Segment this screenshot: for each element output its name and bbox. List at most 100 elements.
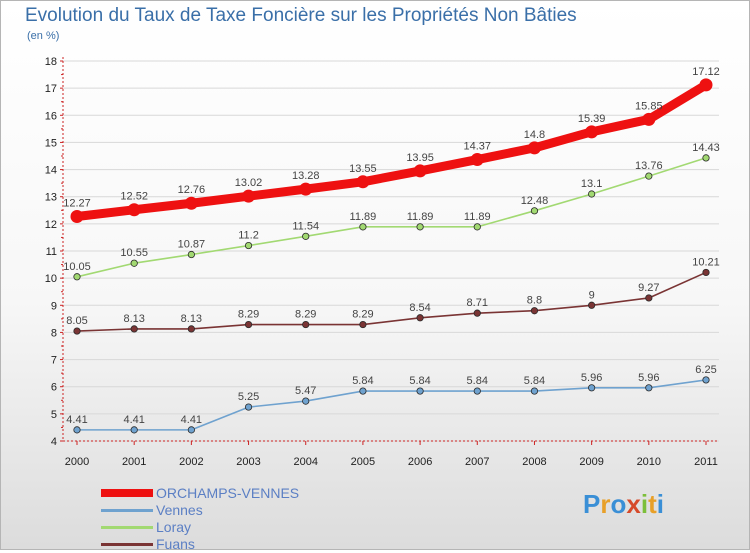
data-label: 5.25 — [238, 391, 259, 403]
brand-letter: r — [600, 489, 611, 519]
data-label: 12.52 — [120, 191, 148, 203]
data-label: 10.21 — [692, 256, 720, 268]
chart-title: Evolution du Taux de Taxe Foncière sur l… — [25, 5, 577, 26]
data-label: 5.84 — [409, 375, 430, 387]
x-tick-label: 2006 — [408, 456, 432, 468]
x-tick-label: 2008 — [522, 456, 546, 468]
data-label: 13.55 — [349, 163, 377, 175]
data-label: 8.8 — [527, 295, 542, 307]
data-label: 6.25 — [695, 364, 716, 376]
data-point — [585, 125, 599, 139]
data-point — [416, 314, 424, 322]
data-label: 5.96 — [638, 372, 659, 384]
data-label: 15.39 — [578, 113, 606, 125]
brand-letter: P — [583, 489, 601, 519]
data-label: 13.1 — [581, 178, 602, 190]
data-point — [702, 268, 710, 277]
data-label: 8.13 — [123, 313, 144, 325]
y-tick-label: 6 — [51, 382, 57, 394]
data-label: 4.41 — [181, 414, 202, 426]
data-point — [645, 384, 653, 392]
x-tick-label: 2010 — [637, 456, 661, 468]
brand-letter: x — [626, 489, 641, 519]
data-label: 5.84 — [524, 375, 545, 387]
series-line-fuans — [76, 271, 707, 332]
data-point — [130, 259, 138, 267]
legend-swatch-orchamps — [101, 489, 153, 497]
data-point — [530, 307, 539, 315]
y-tick-label: 7 — [51, 355, 57, 367]
data-point — [473, 223, 481, 231]
data-point — [359, 387, 367, 395]
data-point — [356, 175, 370, 189]
brand-letter: i — [640, 489, 649, 519]
data-point — [127, 203, 141, 217]
x-tick-label: 2005 — [351, 456, 375, 468]
data-point — [530, 387, 539, 395]
data-label: 10.55 — [120, 247, 148, 259]
data-point — [242, 189, 256, 203]
y-tick-label: 15 — [45, 137, 57, 149]
data-label: 10.87 — [178, 239, 206, 251]
series-line-vennes — [76, 379, 707, 431]
data-label: 11.54 — [292, 220, 319, 232]
data-point — [299, 182, 313, 196]
data-label: 13.02 — [235, 177, 263, 189]
y-tick-label: 5 — [51, 409, 57, 421]
data-label: 11.2 — [238, 230, 259, 242]
data-point — [642, 112, 656, 126]
brand-letter: o — [610, 489, 627, 519]
data-label: 11.89 — [464, 211, 491, 223]
legend-label-loray: Loray — [156, 519, 192, 535]
data-point — [473, 387, 481, 395]
data-label: 8.29 — [295, 309, 316, 321]
data-point — [588, 384, 596, 392]
data-label: 13.76 — [635, 160, 663, 172]
x-tick-label: 2001 — [122, 456, 146, 468]
data-label: 14.37 — [464, 141, 492, 153]
y-tick-label: 9 — [51, 300, 57, 312]
y-tick-label: 18 — [45, 56, 57, 68]
y-tick-label: 17 — [45, 83, 57, 95]
data-point — [302, 320, 310, 329]
data-point — [702, 376, 710, 384]
data-point — [73, 273, 81, 281]
data-label: 8.54 — [409, 302, 430, 314]
data-point — [73, 426, 81, 434]
y-tick-label: 16 — [45, 110, 57, 122]
data-point — [244, 241, 253, 250]
data-point — [187, 250, 195, 259]
y-tick-label: 14 — [45, 165, 57, 177]
data-label: 8.05 — [66, 315, 87, 327]
data-label: 9.27 — [638, 282, 659, 294]
data-point — [187, 426, 195, 434]
data-label: 5.47 — [295, 385, 316, 397]
data-label: 12.27 — [63, 198, 91, 210]
data-point — [527, 141, 541, 155]
data-point — [530, 207, 539, 215]
x-tick-label: 2000 — [65, 456, 89, 468]
data-point — [130, 426, 138, 434]
series-line-loray — [76, 157, 707, 278]
y-tick-label: 11 — [46, 246, 57, 258]
y-tick-label: 13 — [45, 192, 57, 204]
brand-letter: t — [648, 489, 657, 519]
y-tick-label: 8 — [51, 327, 57, 339]
data-point — [473, 309, 481, 317]
data-label: 12.48 — [521, 195, 549, 207]
data-label: 14.8 — [524, 129, 545, 141]
x-tick-label: 2009 — [579, 456, 603, 468]
data-point — [302, 397, 310, 405]
y-tick-label: 12 — [45, 219, 57, 231]
data-label: 11.89 — [407, 211, 434, 223]
data-label: 8.71 — [467, 297, 488, 309]
data-point — [359, 223, 367, 231]
data-label: 17.12 — [692, 66, 720, 78]
data-point — [588, 301, 596, 309]
x-tick-label: 2011 — [694, 456, 718, 468]
unit-label: (en %) — [27, 30, 60, 42]
data-point — [130, 325, 138, 333]
data-point — [184, 196, 198, 210]
